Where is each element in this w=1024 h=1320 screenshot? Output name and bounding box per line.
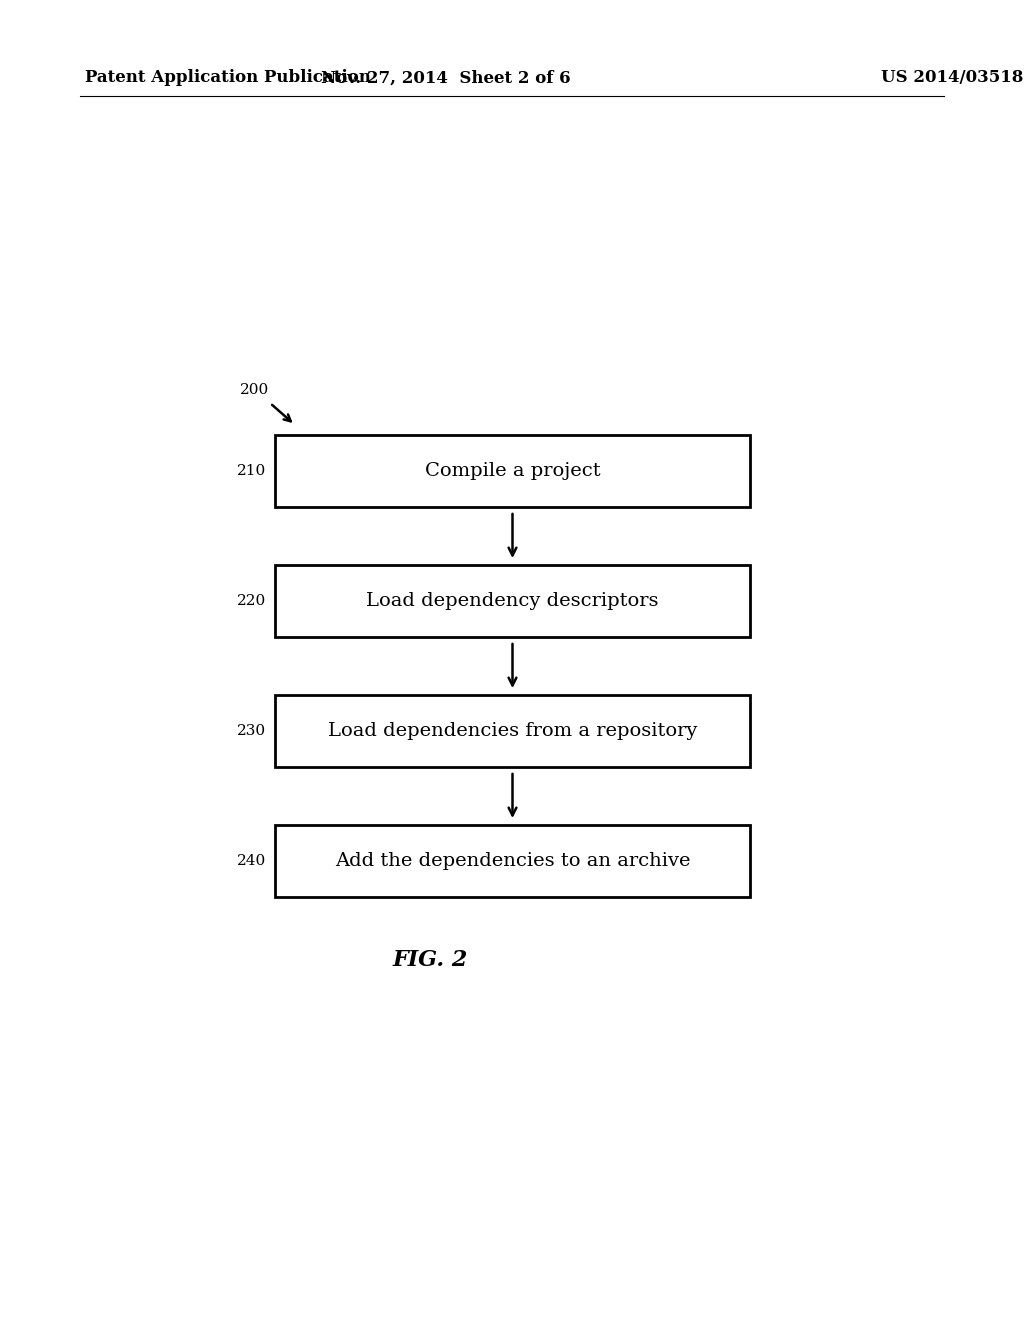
Text: 200: 200 (240, 383, 269, 397)
Text: 220: 220 (237, 594, 266, 609)
Bar (275, 825, 750, 898)
Text: Nov. 27, 2014  Sheet 2 of 6: Nov. 27, 2014 Sheet 2 of 6 (321, 70, 570, 87)
Text: Add the dependencies to an archive: Add the dependencies to an archive (335, 851, 690, 870)
Text: 240: 240 (237, 854, 266, 869)
Text: 230: 230 (237, 723, 266, 738)
Bar (275, 696, 750, 767)
Bar (275, 436, 750, 507)
Text: Compile a project: Compile a project (425, 462, 600, 480)
Text: Load dependencies from a repository: Load dependencies from a repository (328, 722, 697, 741)
Text: Patent Application Publication: Patent Application Publication (85, 70, 371, 87)
Text: FIG. 2: FIG. 2 (392, 949, 468, 972)
Text: US 2014/0351802 A1: US 2014/0351802 A1 (881, 70, 1024, 87)
Text: 210: 210 (237, 465, 266, 478)
Bar (275, 565, 750, 638)
Text: Load dependency descriptors: Load dependency descriptors (367, 591, 658, 610)
